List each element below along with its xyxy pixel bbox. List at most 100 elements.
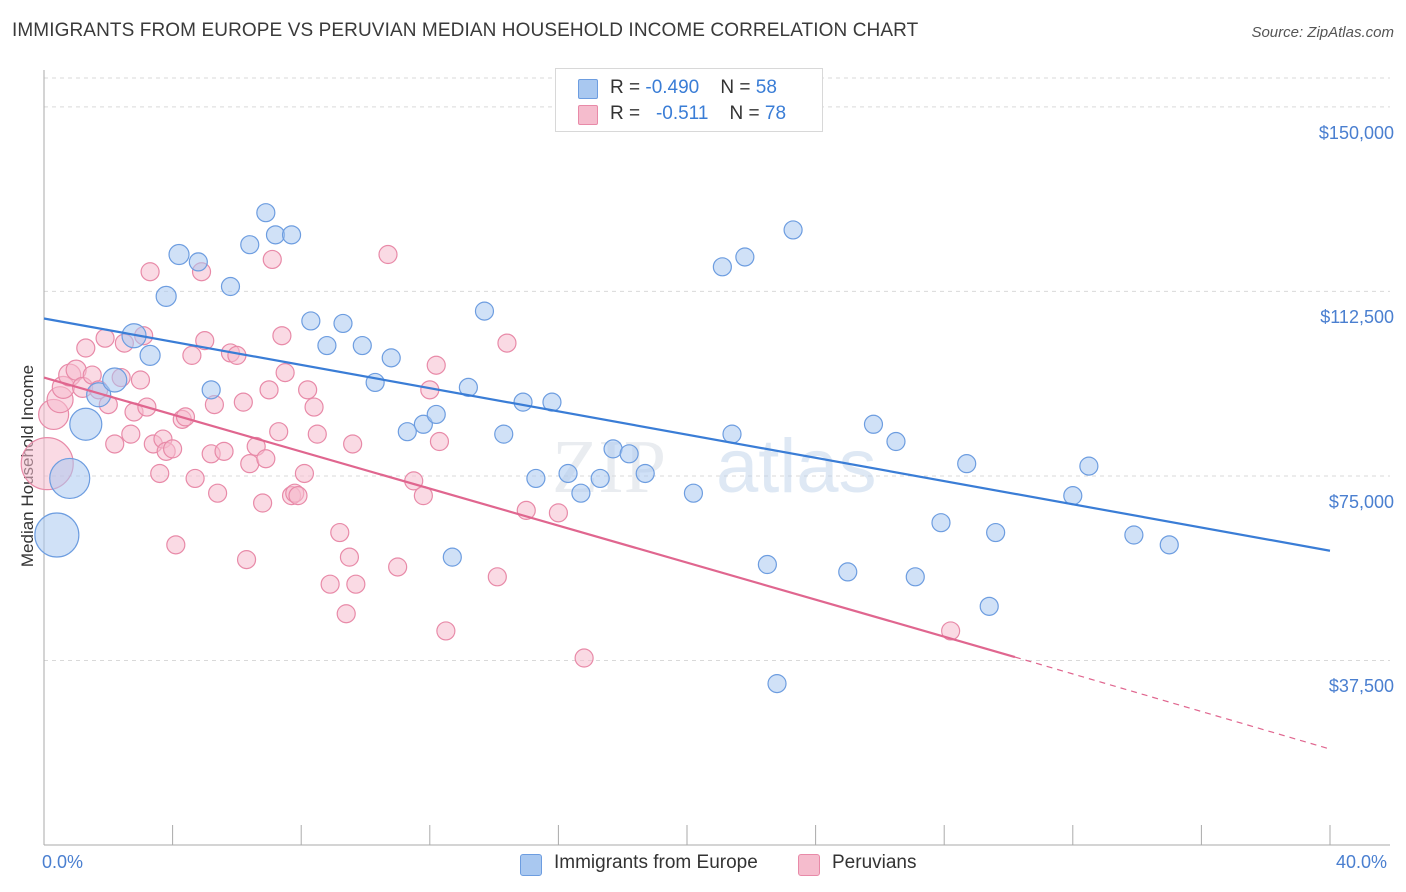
x-tick-label-max: 40.0% xyxy=(1336,852,1388,872)
peruvians-trend-line xyxy=(43,376,1016,659)
peruvians-point xyxy=(497,333,517,353)
peruvians-point xyxy=(166,535,186,555)
peruvians-point xyxy=(262,249,282,270)
peruvians-point xyxy=(320,574,340,594)
europe-point xyxy=(381,348,401,368)
peruvians-point xyxy=(574,648,594,668)
peruvians-trend-extension xyxy=(1014,656,1331,750)
europe-point xyxy=(265,225,286,245)
europe-point xyxy=(301,311,321,331)
europe-point xyxy=(397,422,417,442)
europe-point xyxy=(69,407,103,441)
europe-point xyxy=(474,301,495,321)
peruvians-point xyxy=(233,392,253,412)
europe-point xyxy=(931,513,951,533)
peruvians-point xyxy=(336,604,356,624)
y-tick-label: $37,500 xyxy=(1328,676,1394,697)
legend-swatch-europe xyxy=(520,854,542,876)
europe-point xyxy=(558,463,578,484)
europe-point xyxy=(220,276,241,297)
europe-point xyxy=(86,382,112,408)
stats-swatch-europe xyxy=(578,79,598,99)
peruvians-point xyxy=(163,439,183,459)
peruvians-point xyxy=(307,424,327,444)
europe-point xyxy=(635,463,655,484)
stats-r-label: R = xyxy=(610,77,646,98)
peruvians-point xyxy=(548,503,569,523)
peruvians-point xyxy=(288,486,308,506)
peruvians-point xyxy=(121,424,141,444)
peruvians-point xyxy=(95,328,115,348)
europe-point xyxy=(442,547,462,567)
y-tick-label: $75,000 xyxy=(1328,491,1394,512)
peruvians-point xyxy=(208,483,228,503)
peruvians-point xyxy=(236,550,257,570)
grid-lines xyxy=(44,77,1390,661)
europe-point xyxy=(413,414,433,434)
peruvians-point xyxy=(294,463,315,484)
peruvians-point xyxy=(259,380,279,400)
peruvians-point xyxy=(253,493,273,513)
peruvians-point xyxy=(346,574,366,594)
legend-label-peruvians: Peruvians xyxy=(832,852,917,873)
europe-point xyxy=(590,468,610,489)
peruvians-point xyxy=(487,567,507,587)
peruvians-point xyxy=(941,621,961,641)
europe-point xyxy=(201,380,221,400)
europe-point xyxy=(886,431,906,452)
stats-n-value: 58 xyxy=(755,77,777,98)
europe-point xyxy=(168,243,190,266)
stats-r-label: R = xyxy=(610,103,646,124)
europe-point xyxy=(767,674,787,694)
europe-point xyxy=(155,285,177,307)
stats-swatch-peruvians xyxy=(578,105,598,125)
watermark-atlas: atlas xyxy=(716,424,877,509)
peruvians-point xyxy=(343,434,363,454)
europe-point xyxy=(513,392,533,412)
europe-point xyxy=(863,414,884,434)
stats-n-label: N = xyxy=(729,103,765,124)
europe-point xyxy=(139,344,161,366)
europe-point xyxy=(494,424,514,444)
peruvians-point xyxy=(182,345,202,365)
chart-source: Source: ZipAtlas.com xyxy=(1251,24,1394,41)
europe-point xyxy=(757,554,777,575)
stats-n-label: N = xyxy=(720,77,756,98)
peruvians-point xyxy=(330,522,350,543)
europe-point xyxy=(281,225,302,245)
peruvians-point xyxy=(130,370,151,390)
europe-point xyxy=(979,596,999,616)
europe-points xyxy=(34,203,1179,694)
peruvians-point xyxy=(298,380,318,400)
europe-point xyxy=(333,313,353,334)
legend-swatch-peruvians xyxy=(798,854,820,876)
chart-title: IMMIGRANTS FROM EUROPE VS PERUVIAN MEDIA… xyxy=(12,20,919,41)
peruvians-point xyxy=(426,355,446,375)
peruvians-point xyxy=(105,434,125,454)
europe-point xyxy=(735,247,755,267)
europe-point xyxy=(317,335,337,356)
peruvians-point xyxy=(272,326,292,346)
peruvians-point xyxy=(388,557,408,577)
trend-lines xyxy=(43,317,1331,750)
peruvians-point xyxy=(269,422,289,442)
europe-point xyxy=(957,454,977,474)
europe-point xyxy=(683,483,704,503)
europe-point xyxy=(783,220,803,240)
europe-point xyxy=(603,439,623,459)
peruvians-point xyxy=(240,454,260,474)
peruvians-point xyxy=(429,431,450,452)
y-tick-label: $112,500 xyxy=(1320,307,1394,328)
europe-point xyxy=(352,335,372,356)
peruvians-point xyxy=(214,441,234,461)
europe-point xyxy=(838,562,858,582)
stats-r-value: -0.511 xyxy=(655,103,709,124)
europe-point xyxy=(571,483,591,503)
peruvians-point xyxy=(150,463,170,484)
peruvians-point xyxy=(256,449,276,469)
watermark: ZIP atlas xyxy=(552,424,877,509)
europe-point xyxy=(102,367,128,393)
europe-point xyxy=(49,457,91,500)
peruvians-point xyxy=(304,397,324,417)
